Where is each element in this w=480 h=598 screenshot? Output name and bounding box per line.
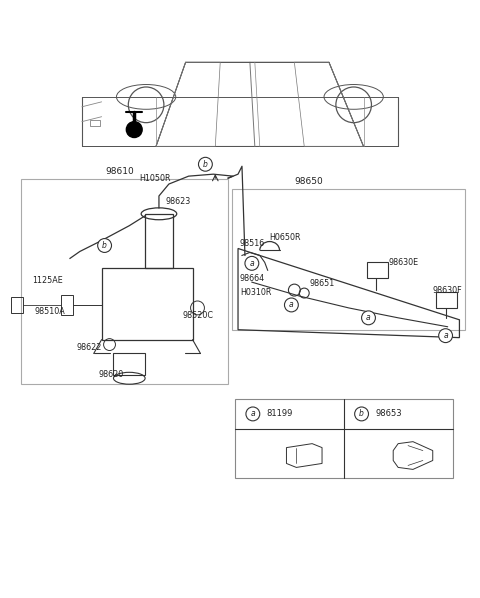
Text: 98622: 98622 [77, 343, 102, 352]
Text: 98520C: 98520C [183, 312, 214, 321]
Circle shape [361, 311, 375, 325]
Text: 98620: 98620 [99, 370, 124, 379]
Text: 98653: 98653 [375, 410, 402, 419]
Circle shape [199, 157, 212, 171]
Text: b: b [203, 160, 208, 169]
Bar [90, 120, 100, 126]
Text: H0650R: H0650R [270, 233, 301, 242]
Text: H1050R: H1050R [139, 173, 171, 182]
Text: 98651: 98651 [309, 279, 335, 288]
Text: 81199: 81199 [267, 410, 293, 419]
Text: 98610: 98610 [105, 167, 134, 176]
Text: 98630F: 98630F [433, 286, 462, 295]
Circle shape [245, 257, 259, 270]
Bar [113, 353, 145, 376]
Text: 1125AE: 1125AE [33, 276, 63, 285]
Circle shape [439, 329, 453, 343]
Text: 98516: 98516 [240, 239, 265, 248]
Bar [61, 295, 73, 315]
Bar [145, 214, 173, 269]
Text: a: a [251, 410, 255, 419]
Text: a: a [366, 313, 371, 322]
Text: 98510A: 98510A [35, 307, 65, 316]
Circle shape [97, 239, 111, 252]
Circle shape [355, 407, 369, 421]
Bar [235, 399, 453, 478]
Bar [232, 189, 466, 329]
Text: 98623: 98623 [166, 197, 191, 206]
Bar [436, 292, 457, 308]
Text: a: a [250, 259, 254, 268]
Text: 98664: 98664 [240, 274, 265, 283]
Text: H0310R: H0310R [240, 288, 271, 297]
Text: b: b [102, 241, 107, 250]
Text: b: b [359, 410, 364, 419]
Text: 98650: 98650 [295, 176, 324, 185]
Circle shape [126, 121, 142, 138]
Circle shape [285, 298, 298, 312]
Bar [367, 263, 388, 278]
Text: a: a [289, 300, 294, 309]
Bar [102, 269, 192, 340]
Circle shape [246, 407, 260, 421]
Text: 98630E: 98630E [388, 258, 419, 267]
Bar [21, 179, 228, 384]
Bar [11, 297, 23, 313]
Text: a: a [444, 331, 448, 340]
